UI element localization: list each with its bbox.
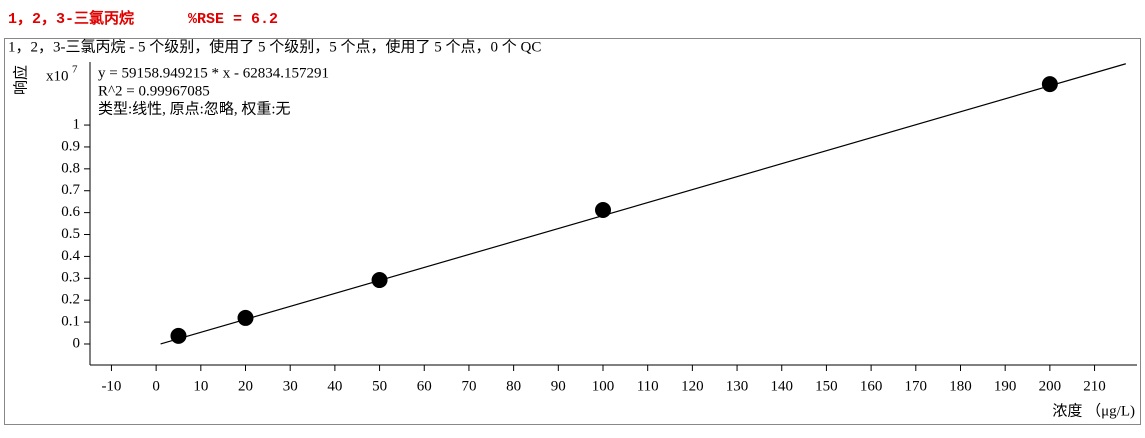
x-tick-label: 100 xyxy=(592,378,615,394)
y-tick-label: 0.3 xyxy=(61,270,80,286)
chart-subtitle: 1，2，3-三氯丙烷 - 5 个级别，使用了 5 个级别，5 个点，使用了 5 … xyxy=(8,38,541,55)
x-tick-label: 90 xyxy=(551,378,566,394)
y-tick-label: 0 xyxy=(73,335,81,351)
equation: y = 59158.949215 * x - 62834.157291 xyxy=(98,65,329,81)
data-point xyxy=(371,272,388,289)
x-tick-label: 180 xyxy=(949,378,972,394)
x-tick-label: 0 xyxy=(152,378,160,394)
y-tick-label: 0.7 xyxy=(61,182,80,198)
x-tick-label: 10 xyxy=(193,378,208,394)
x-tick-label: 210 xyxy=(1083,378,1106,394)
x-tick-label: 20 xyxy=(238,378,253,394)
y-tick-label: 0.1 xyxy=(61,314,80,330)
x-tick-label: 200 xyxy=(1039,378,1062,394)
x-tick-label: 130 xyxy=(726,378,749,394)
fit-settings: 类型:线性, 原点:忽略, 权重:无 xyxy=(98,100,291,117)
y-scale-exponent: 7 xyxy=(72,64,78,76)
plot-frame xyxy=(4,38,1141,425)
x-tick-label: 120 xyxy=(681,378,704,394)
data-point xyxy=(594,201,611,218)
x-tick-label: -10 xyxy=(101,378,121,394)
y-axis-label: 响应 xyxy=(11,65,29,95)
x-tick-label: 160 xyxy=(860,378,883,394)
data-point xyxy=(1041,76,1058,93)
x-axis-label: 浓度 （μg/L) xyxy=(1052,402,1135,419)
rse-label: %RSE = 6.2 xyxy=(188,11,278,28)
x-tick-label: 140 xyxy=(770,378,793,394)
y-tick-label: 0.6 xyxy=(61,204,80,220)
x-tick-label: 70 xyxy=(461,378,476,394)
data-point xyxy=(170,327,187,344)
x-tick-label: 60 xyxy=(417,378,432,394)
y-tick-label: 0.5 xyxy=(61,226,80,242)
x-tick-label: 190 xyxy=(994,378,1017,394)
y-tick-label: 1 xyxy=(73,116,81,132)
y-scale-base: x10 xyxy=(46,68,69,84)
x-tick-label: 170 xyxy=(905,378,928,394)
x-tick-label: 50 xyxy=(372,378,387,394)
chart-title: 1，2，3-三氯丙烷 xyxy=(8,9,134,28)
x-tick-label: 30 xyxy=(283,378,298,394)
y-tick-label: 0.4 xyxy=(61,248,80,264)
y-tick-label: 0.9 xyxy=(61,138,80,154)
y-tick-label: 0.8 xyxy=(61,160,80,176)
fit-line xyxy=(160,63,1126,345)
x-tick-label: 150 xyxy=(815,378,838,394)
x-tick-label: 80 xyxy=(506,378,521,394)
data-point xyxy=(237,309,254,326)
r-squared: R^2 = 0.99967085 xyxy=(98,83,210,99)
x-tick-label: 40 xyxy=(327,378,342,394)
x-tick-label: 110 xyxy=(637,378,659,394)
y-tick-label: 0.2 xyxy=(61,292,80,308)
